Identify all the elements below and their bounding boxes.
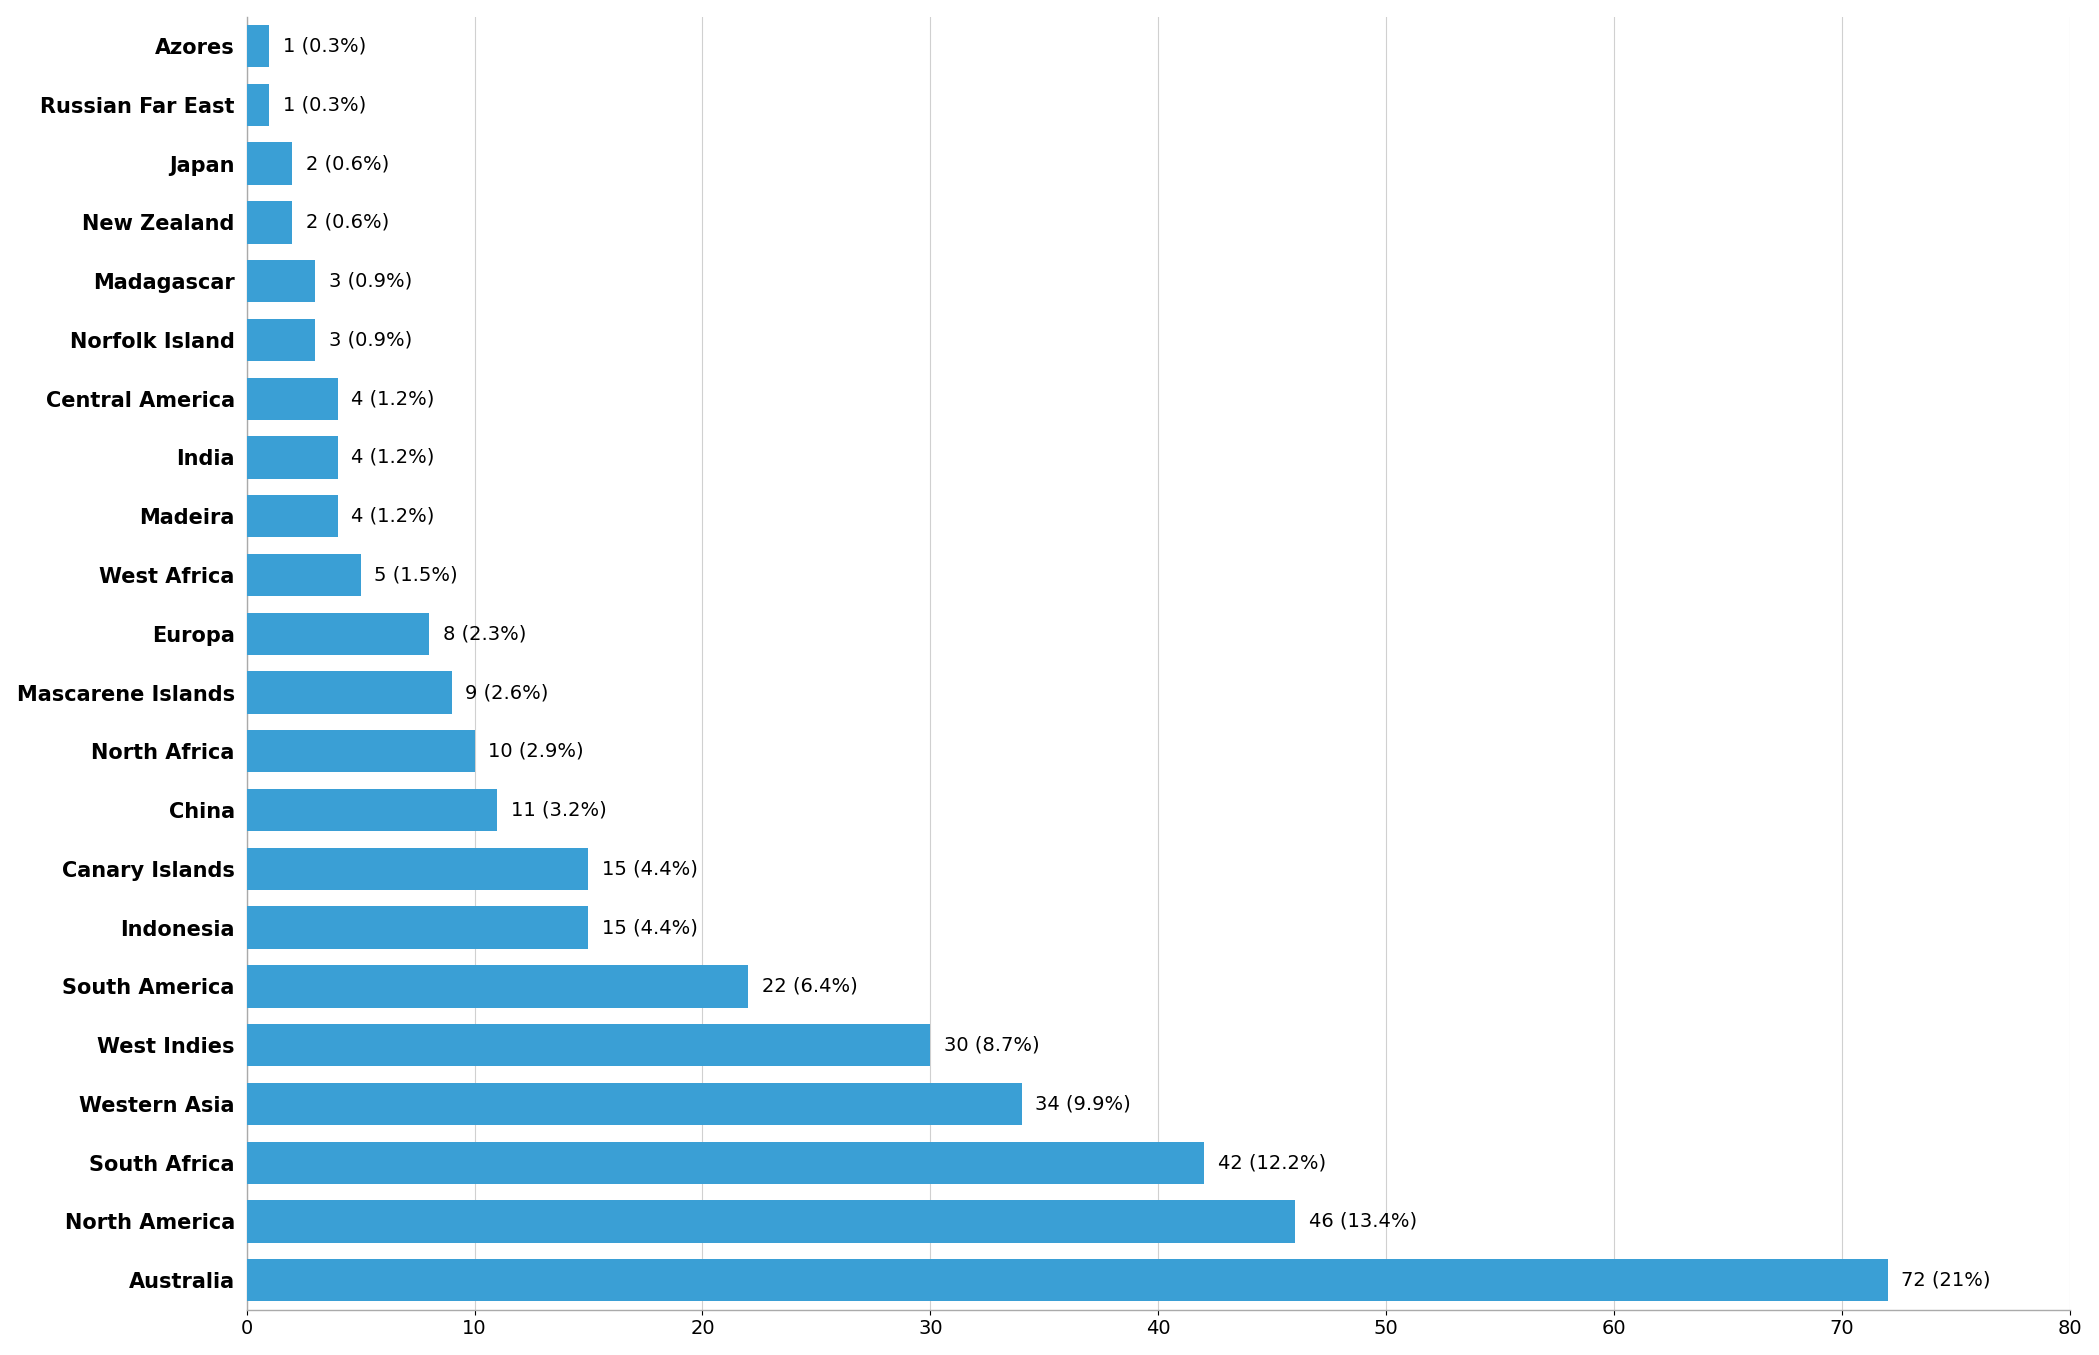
Bar [246, 965, 747, 1008]
Bar [246, 1201, 1295, 1243]
Bar [246, 24, 269, 68]
Bar [246, 789, 497, 831]
Bar [246, 730, 474, 772]
Text: 42 (12.2%): 42 (12.2%) [1217, 1153, 1327, 1172]
Text: 3 (0.9%): 3 (0.9%) [330, 271, 411, 290]
Text: 15 (4.4%): 15 (4.4%) [602, 859, 699, 878]
Text: 3 (0.9%): 3 (0.9%) [330, 331, 411, 350]
Text: 2 (0.6%): 2 (0.6%) [306, 213, 388, 232]
Bar [246, 612, 428, 654]
Bar [246, 378, 338, 420]
Text: 46 (13.4%): 46 (13.4%) [1310, 1211, 1417, 1230]
Bar [246, 260, 315, 302]
Text: 4 (1.2%): 4 (1.2%) [351, 389, 434, 408]
Text: 15 (4.4%): 15 (4.4%) [602, 919, 699, 938]
Text: 8 (2.3%): 8 (2.3%) [443, 625, 527, 644]
Text: 1 (0.3%): 1 (0.3%) [283, 37, 367, 56]
Text: 22 (6.4%): 22 (6.4%) [762, 977, 858, 996]
Bar [246, 436, 338, 478]
Bar [246, 1259, 1887, 1301]
Text: 2 (0.6%): 2 (0.6%) [306, 154, 388, 173]
Bar [246, 671, 451, 714]
Text: 72 (21%): 72 (21%) [1902, 1271, 1990, 1290]
Text: 5 (1.5%): 5 (1.5%) [374, 565, 458, 584]
Text: 10 (2.9%): 10 (2.9%) [489, 741, 584, 760]
Text: 4 (1.2%): 4 (1.2%) [351, 507, 434, 526]
Bar [246, 1083, 1022, 1125]
Text: 1 (0.3%): 1 (0.3%) [283, 95, 367, 114]
Text: 34 (9.9%): 34 (9.9%) [1035, 1095, 1131, 1114]
Bar [246, 142, 292, 184]
Bar [246, 848, 588, 890]
Text: 4 (1.2%): 4 (1.2%) [351, 449, 434, 467]
Bar [246, 906, 588, 948]
Bar [246, 84, 269, 126]
Text: 30 (8.7%): 30 (8.7%) [945, 1035, 1039, 1054]
Bar [246, 495, 338, 538]
Bar [246, 554, 361, 596]
Bar [246, 318, 315, 360]
Bar [246, 201, 292, 244]
Bar [246, 1141, 1205, 1184]
Bar [246, 1024, 930, 1066]
Text: 9 (2.6%): 9 (2.6%) [466, 683, 548, 702]
Text: 11 (3.2%): 11 (3.2%) [510, 801, 607, 820]
